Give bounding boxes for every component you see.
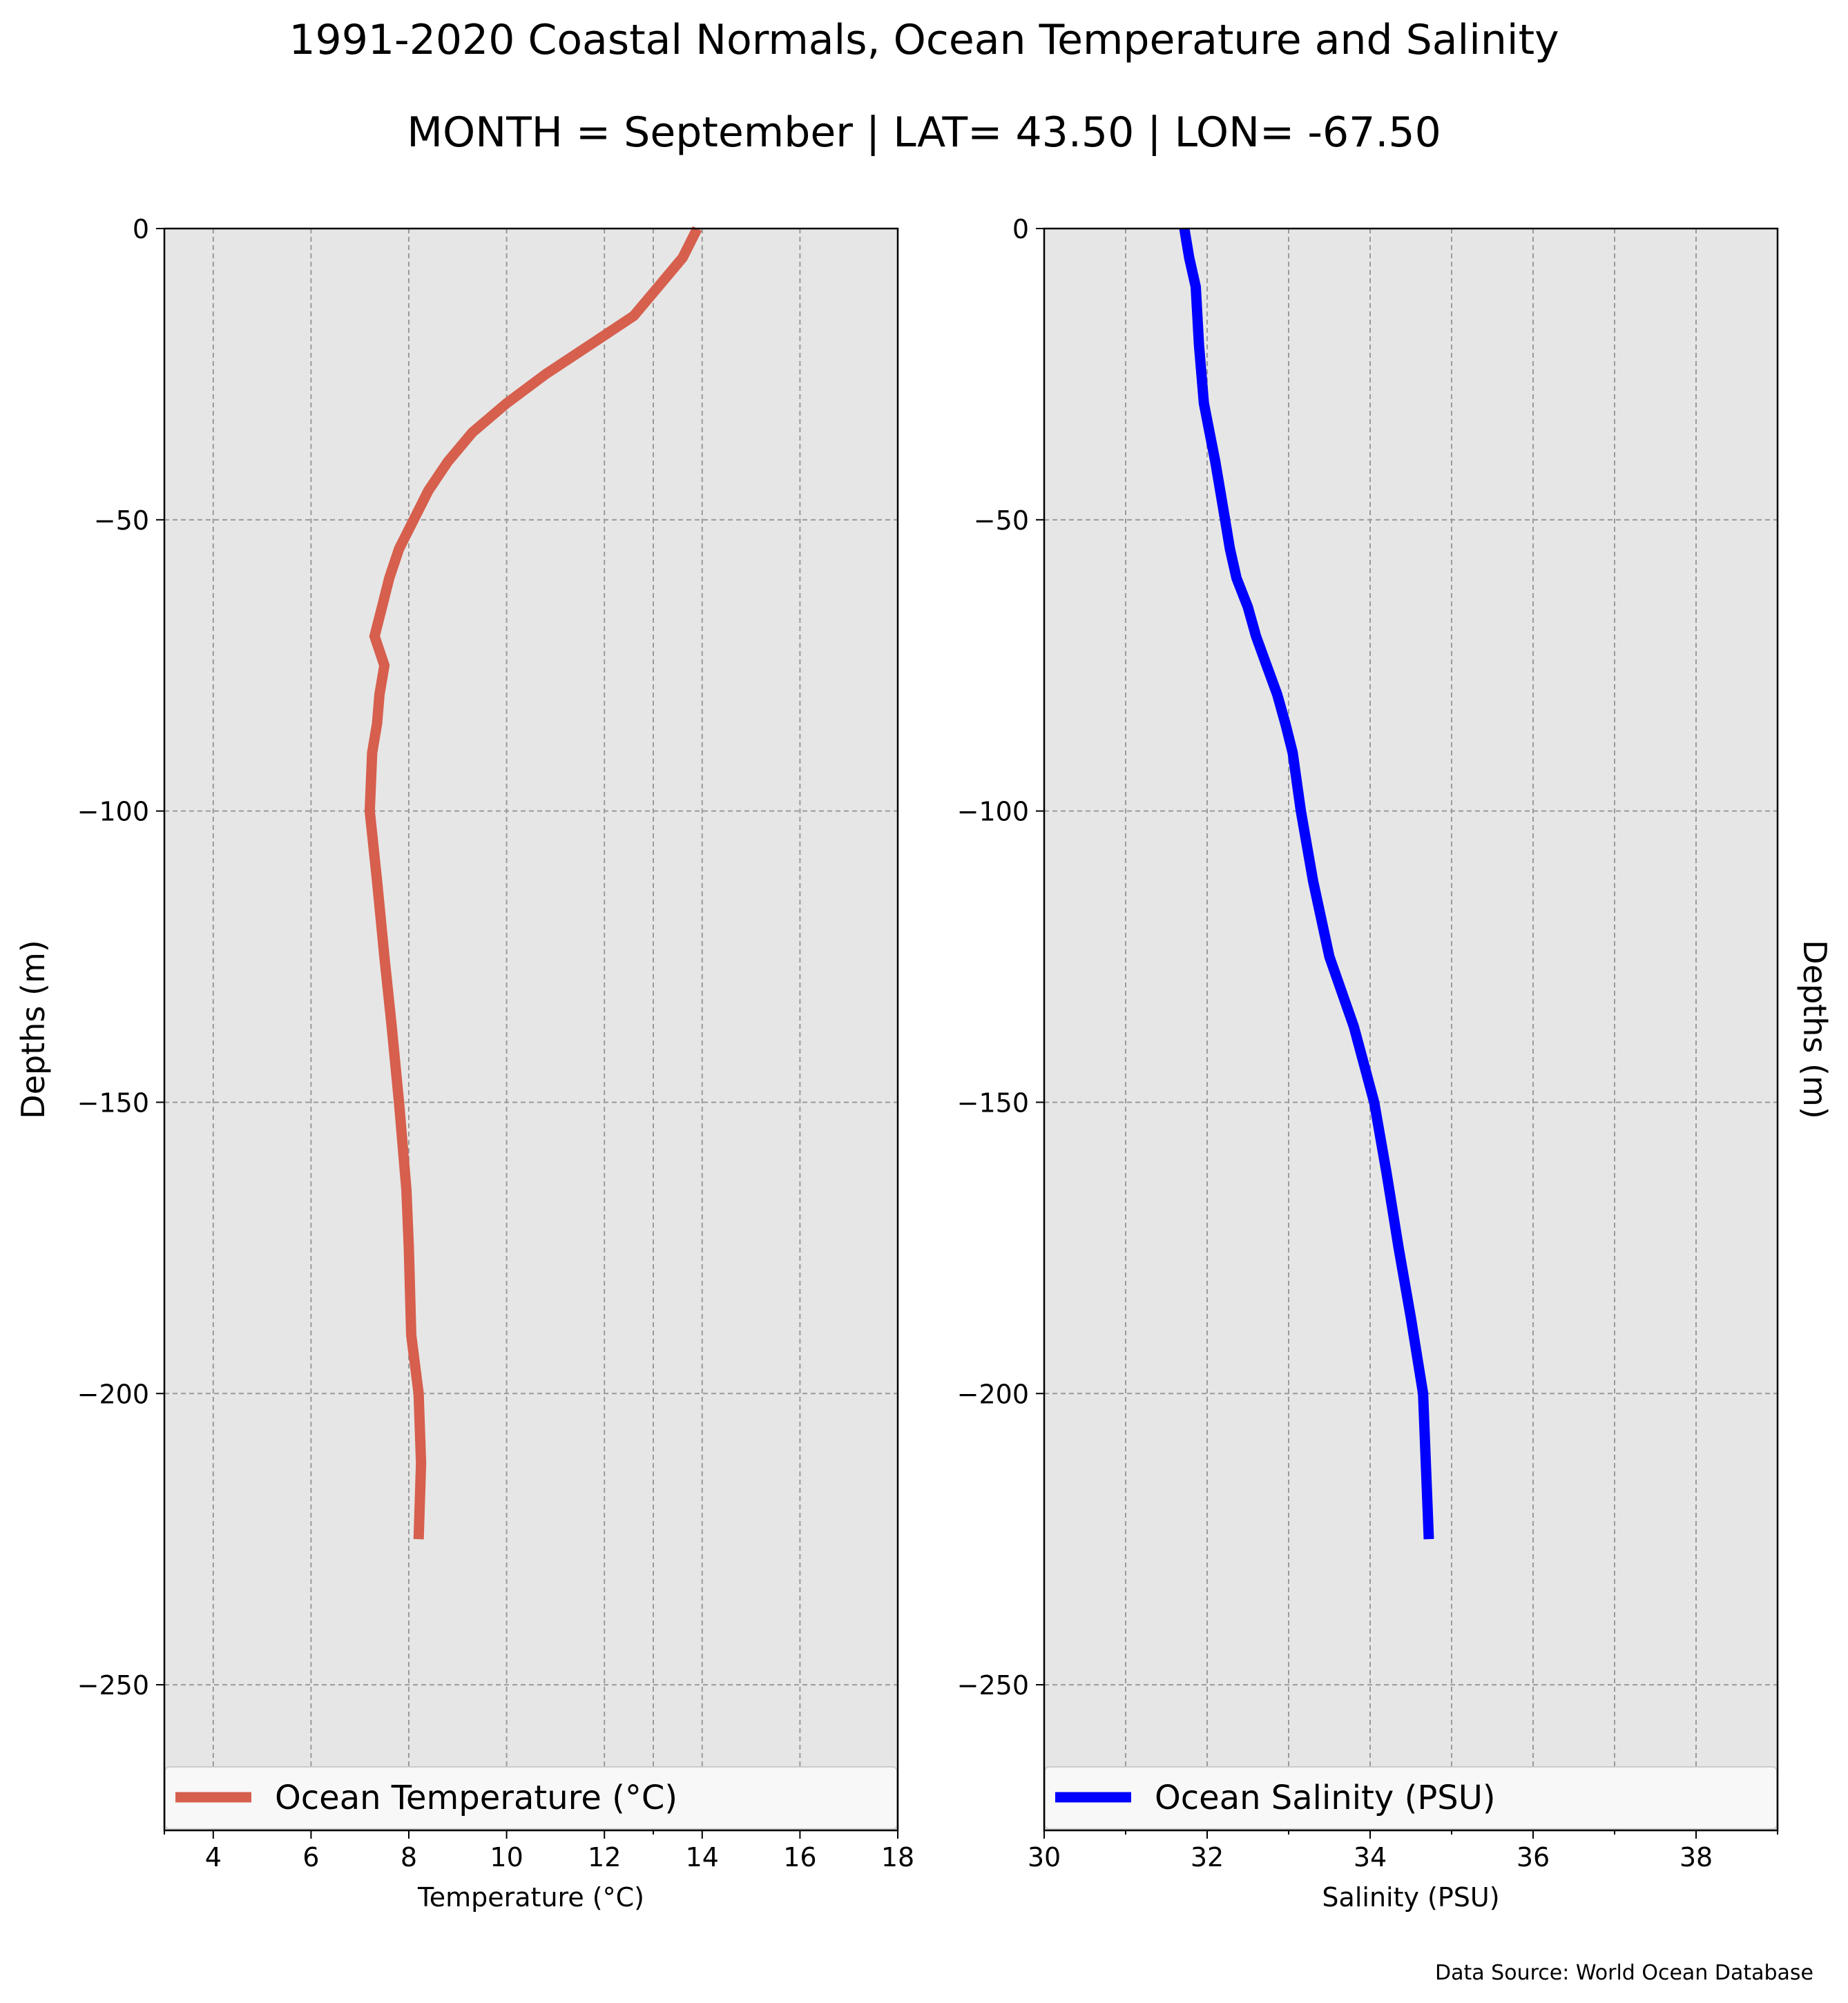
legend: Ocean Salinity (PSU) [1044, 1766, 1778, 1830]
x-tick-label: 30 [1028, 1842, 1061, 1873]
grid [1043, 228, 1778, 1830]
x-tick-label: 14 [686, 1842, 719, 1873]
data-source-note: Data Source: World Ocean Database [1435, 1961, 1813, 1985]
y-tick-label: −250 [77, 1670, 149, 1701]
series-line [364, 226, 702, 1540]
y-tick-label: −250 [957, 1670, 1029, 1701]
y-tick-label: −150 [957, 1087, 1029, 1118]
panel-temperature: Ocean Temperature (°C) 4 6 8 10 12 14 16 18 0 −50 −… [15, 214, 914, 1913]
y-axis-label: Depths (m) [15, 940, 52, 1119]
x-tick-label: 36 [1517, 1842, 1550, 1873]
y-tick-label: −200 [957, 1379, 1029, 1409]
y-tick-label: −150 [77, 1087, 149, 1118]
x-tick-label: 12 [588, 1842, 621, 1873]
x-tick-label: 4 [205, 1842, 222, 1873]
y-tick-label: 0 [133, 214, 149, 244]
plot-area [1044, 229, 1778, 1830]
axes-frame [163, 227, 899, 1832]
x-tick-label: 18 [881, 1842, 914, 1873]
y-tick-label: −50 [94, 505, 149, 536]
x-tick-label: 32 [1191, 1842, 1224, 1873]
chart-title: 1991-2020 Coastal Normals, Ocean Tempera… [289, 16, 1559, 64]
chart-subtitle: MONTH = September | LAT= 43.50 | LON= -6… [407, 108, 1441, 157]
x-tick-label: 38 [1679, 1842, 1713, 1873]
legend-label: Ocean Salinity (PSU) [1155, 1779, 1496, 1817]
x-tick-label: 6 [302, 1842, 319, 1873]
y-tick-label: −200 [77, 1379, 149, 1409]
y-axis-label: Depths (m) [1796, 940, 1833, 1119]
plot-area [164, 229, 898, 1830]
x-tick-label: 10 [490, 1842, 523, 1873]
y-tick-label: −100 [957, 797, 1029, 827]
panel-salinity: Ocean Salinity (PSU) 30 32 34 36 38 0 −50 −100 −1… [957, 214, 1833, 1913]
x-axis-label: Temperature (°C) [417, 1882, 644, 1913]
x-tick-label: 8 [401, 1842, 417, 1873]
y-tick-label: −50 [974, 505, 1029, 536]
legend: Ocean Temperature (°C) [164, 1766, 898, 1830]
x-tick-label: 34 [1354, 1842, 1387, 1873]
y-tick-label: −100 [77, 797, 149, 827]
series-line [1179, 227, 1434, 1540]
axes-frame [1043, 227, 1779, 1832]
y-tick-label: 0 [1012, 214, 1029, 244]
x-axis-label: Salinity (PSU) [1322, 1882, 1499, 1913]
x-tick-label: 16 [783, 1842, 816, 1873]
legend-label: Ocean Temperature (°C) [275, 1779, 677, 1817]
